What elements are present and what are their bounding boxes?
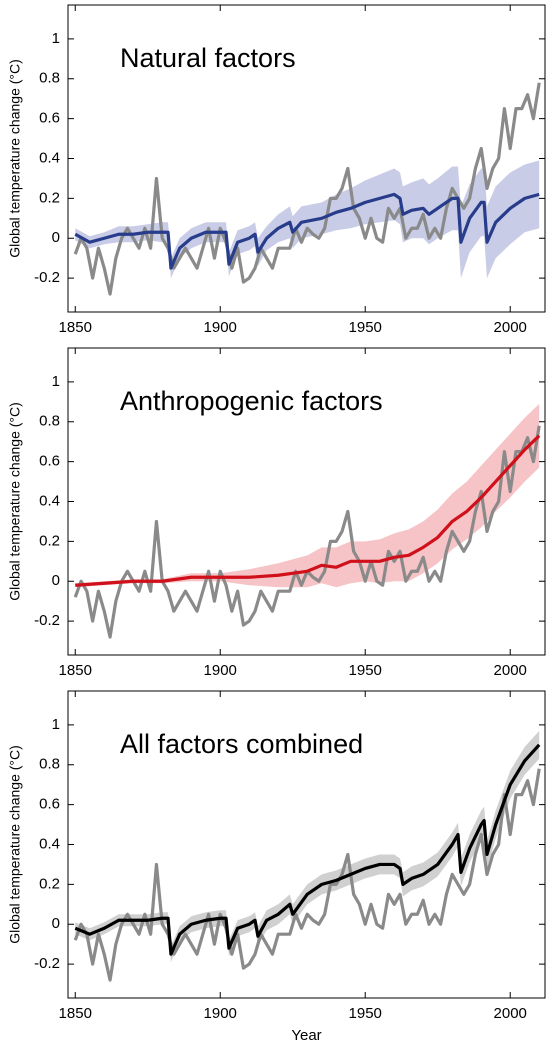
y-tick-label: 0.6 (39, 110, 60, 127)
y-axis-label: Global temperature change (°C) (7, 402, 23, 601)
y-tick-label: -0.2 (34, 612, 60, 629)
x-tick-label: 2000 (494, 662, 527, 679)
panel-title: Natural factors (120, 43, 296, 73)
x-tick-label: 1850 (59, 1005, 92, 1022)
x-tick-label: 1850 (59, 319, 92, 336)
y-tick-label: 0.4 (39, 835, 60, 852)
y-tick-label: 0 (52, 915, 60, 932)
y-tick-label: -0.2 (34, 955, 60, 972)
y-tick-label: 1 (52, 30, 60, 47)
x-tick-label: 1900 (204, 319, 237, 336)
model-line (74, 743, 541, 956)
y-tick-label: 1 (52, 373, 60, 390)
y-tick-label: 0 (52, 229, 60, 246)
y-tick-label: 0.4 (39, 149, 60, 166)
y-tick-label: 0.6 (39, 453, 60, 470)
x-axis-label: Year (291, 1027, 321, 1044)
y-tick-label: 0.8 (39, 413, 60, 430)
y-tick-label: 0.8 (39, 70, 60, 87)
uncertainty-band (75, 403, 540, 588)
y-tick-label: 0.4 (39, 492, 60, 509)
x-tick-label: 1950 (349, 662, 382, 679)
y-axis-label: Global temperature change (°C) (7, 745, 23, 944)
x-tick-label: 1900 (204, 1005, 237, 1022)
y-tick-label: 0.2 (39, 532, 60, 549)
y-tick-label: 0.2 (39, 189, 60, 206)
y-tick-label: 0.8 (39, 756, 60, 773)
y-tick-label: -0.2 (34, 269, 60, 286)
y-tick-label: 0.2 (39, 875, 60, 892)
x-tick-label: 1900 (204, 662, 237, 679)
panel-title: Anthropogenic factors (120, 386, 383, 416)
y-tick-label: 0.6 (39, 796, 60, 813)
model-line (75, 434, 541, 587)
y-axis-label: Global temperature change (°C) (7, 59, 23, 258)
plot-area (73, 730, 541, 982)
x-tick-label: 2000 (494, 1005, 527, 1022)
plot-area (73, 82, 541, 296)
uncertainty-band (75, 730, 540, 963)
observed-line (73, 82, 541, 296)
x-tick-label: 1850 (59, 662, 92, 679)
y-tick-label: 0 (52, 572, 60, 589)
model-line (74, 192, 540, 270)
x-tick-label: 1950 (349, 1005, 382, 1022)
y-tick-label: 1 (52, 716, 60, 733)
plot-area (73, 403, 541, 639)
panel-title: All factors combined (120, 729, 363, 759)
observed-line (73, 768, 541, 982)
uncertainty-band (75, 160, 540, 279)
x-tick-label: 1950 (349, 319, 382, 336)
x-tick-label: 2000 (494, 319, 527, 336)
